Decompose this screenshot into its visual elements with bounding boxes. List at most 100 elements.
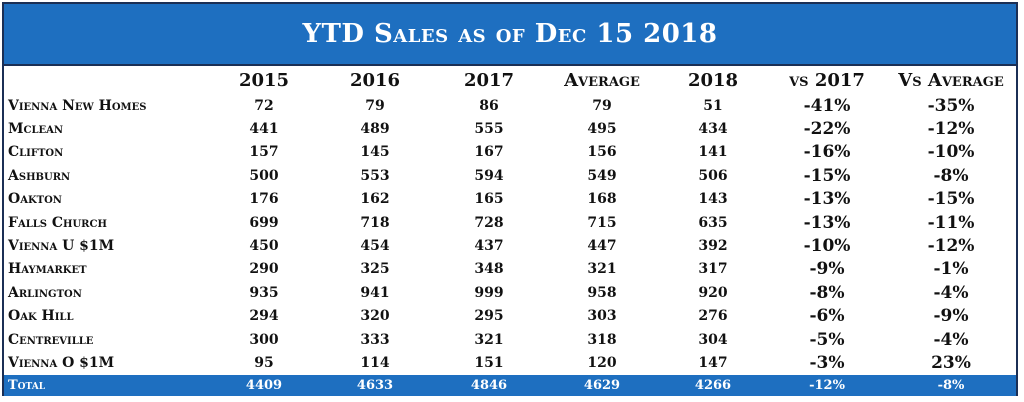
table-row: Haymarket 290 325 348 321 317 -9% -1% — [4, 258, 1016, 281]
cell-2017: 86 — [479, 97, 499, 114]
cell-average: 549 — [587, 167, 617, 184]
cell-vs-2017: -8% — [809, 282, 845, 303]
cell-average: 156 — [587, 144, 617, 161]
total-2017: 4846 — [432, 374, 546, 396]
total-vs-average: -8% — [886, 374, 1016, 396]
cell-2017: 999 — [474, 284, 504, 301]
table-title: YTD Sales as of Dec 15 2018 — [302, 19, 718, 49]
cell-vs-average: -10% — [927, 142, 975, 163]
cell-2015: 300 — [249, 331, 279, 348]
cell-2018: 920 — [698, 284, 728, 301]
cell-2016: 325 — [360, 261, 390, 278]
cell-2017: 348 — [474, 261, 504, 278]
sales-table-frame: YTD Sales as of Dec 15 2018 2015 2016 20… — [2, 2, 1018, 396]
table-row: Falls Church 699 718 728 715 635 -13% -11% — [4, 211, 1016, 234]
cell-vs-2017: -3% — [809, 352, 845, 373]
column-header-2017: 2017 — [463, 69, 515, 91]
cell-2016: 145 — [360, 144, 390, 161]
cell-vs-2017: -5% — [809, 329, 845, 350]
cell-2017: 437 — [474, 238, 504, 255]
cell-2018: 276 — [698, 308, 728, 325]
cell-2017: 295 — [474, 308, 504, 325]
column-header-vs-average: Vs Average — [898, 69, 1004, 91]
cell-average: 303 — [587, 308, 617, 325]
row-name: Mclean — [8, 121, 64, 138]
cell-2017: 728 — [474, 214, 504, 231]
total-vs-2017: -12% — [768, 374, 886, 396]
cell-vs-2017: -15% — [803, 165, 851, 186]
table-row: Mclean 441 489 555 495 434 -22% -12% — [4, 117, 1016, 140]
cell-vs-2017: -10% — [803, 236, 851, 257]
cell-vs-average: -15% — [927, 189, 975, 210]
total-2018: 4266 — [658, 374, 768, 396]
cell-2015: 157 — [249, 144, 279, 161]
cell-average: 120 — [587, 354, 617, 371]
table-row: Vienna O $1M 95 114 151 120 147 -3% 23% — [4, 351, 1016, 374]
cell-vs-average: -8% — [933, 165, 969, 186]
cell-2015: 290 — [249, 261, 279, 278]
title-bar: YTD Sales as of Dec 15 2018 — [4, 4, 1016, 66]
cell-2017: 555 — [474, 121, 504, 138]
cell-vs-average: -4% — [933, 329, 969, 350]
cell-vs-average: -35% — [927, 95, 975, 116]
cell-average: 958 — [587, 284, 617, 301]
cell-2016: 941 — [360, 284, 390, 301]
table-row: Centreville 300 333 321 318 304 -5% -4% — [4, 328, 1016, 351]
cell-2016: 454 — [360, 238, 390, 255]
column-header-2015: 2015 — [238, 69, 290, 91]
cell-vs-2017: -13% — [803, 212, 851, 233]
cell-2018: 51 — [703, 97, 723, 114]
table-row: Ashburn 500 553 594 549 506 -15% -8% — [4, 164, 1016, 187]
cell-vs-2017: -22% — [803, 119, 851, 140]
cell-2015: 72 — [254, 97, 274, 114]
cell-vs-2017: -16% — [803, 142, 851, 163]
column-header-2016: 2016 — [349, 69, 401, 91]
total-2015: 4409 — [210, 374, 318, 396]
cell-2015: 95 — [254, 354, 274, 371]
table-row: Vienna U $1M 450 454 437 447 392 -10% -12% — [4, 234, 1016, 257]
row-name: Centreville — [8, 331, 94, 348]
row-name: Vienna U $1M — [8, 238, 115, 255]
cell-average: 715 — [587, 214, 617, 231]
table-row: Vienna New Homes 72 79 86 79 51 -41% -35% — [4, 94, 1016, 117]
cell-average: 79 — [592, 97, 612, 114]
cell-vs-2017: -9% — [809, 259, 845, 280]
cell-vs-average: -1% — [933, 259, 969, 280]
total-row: Total 4409 4633 4846 4629 4266 -12% -8% — [4, 374, 1016, 396]
table-row: Arlington 935 941 999 958 920 -8% -4% — [4, 281, 1016, 304]
cell-2018: 635 — [698, 214, 728, 231]
cell-2018: 143 — [698, 191, 728, 208]
row-name: Oakton — [8, 191, 62, 208]
column-header-2018: 2018 — [687, 69, 739, 91]
cell-vs-2017: -41% — [803, 95, 851, 116]
column-header-average: Average — [564, 69, 640, 91]
total-2016: 4633 — [318, 374, 432, 396]
column-header-name — [4, 66, 210, 94]
cell-2018: 141 — [698, 144, 728, 161]
row-name: Oak Hill — [8, 308, 74, 325]
row-name: Clifton — [8, 144, 64, 161]
cell-vs-average: -12% — [927, 236, 975, 257]
cell-vs-2017: -6% — [809, 306, 845, 327]
cell-2018: 147 — [698, 354, 728, 371]
cell-2017: 321 — [474, 331, 504, 348]
cell-average: 321 — [587, 261, 617, 278]
cell-2017: 165 — [474, 191, 504, 208]
cell-2015: 294 — [249, 308, 279, 325]
total-label: Total — [4, 374, 210, 396]
cell-average: 447 — [587, 238, 617, 255]
cell-2016: 553 — [360, 167, 390, 184]
sales-table: 2015 2016 2017 Average 2018 vs 2017 Vs A… — [4, 66, 1016, 396]
cell-vs-2017: -13% — [803, 189, 851, 210]
cell-2016: 79 — [365, 97, 385, 114]
cell-2015: 450 — [249, 238, 279, 255]
cell-average: 318 — [587, 331, 617, 348]
cell-2017: 151 — [474, 354, 504, 371]
total-average: 4629 — [546, 374, 658, 396]
cell-vs-average: -9% — [933, 306, 969, 327]
table-row: Clifton 157 145 167 156 141 -16% -10% — [4, 141, 1016, 164]
cell-vs-average: 23% — [931, 352, 971, 373]
cell-2016: 333 — [360, 331, 390, 348]
cell-2016: 162 — [360, 191, 390, 208]
cell-2016: 489 — [360, 121, 390, 138]
